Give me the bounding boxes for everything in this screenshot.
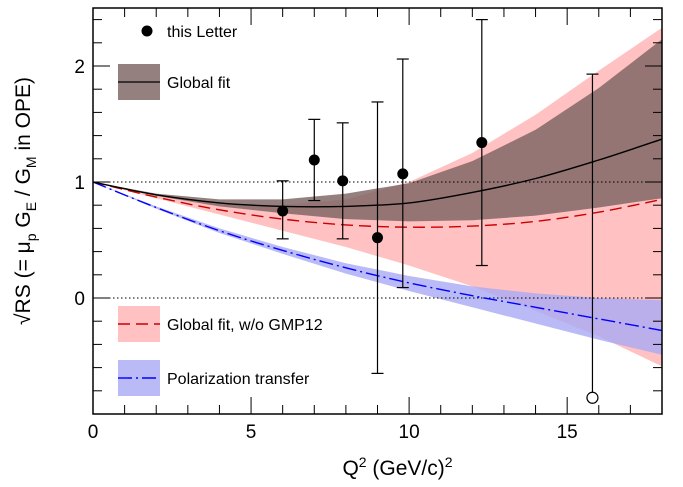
legend-label: this Letter xyxy=(167,24,238,41)
band-polarization-transfer xyxy=(93,182,662,355)
legend: this Letter Global fit Global fit, w/o GMP… xyxy=(118,24,323,396)
data-point-6 xyxy=(475,19,488,267)
legend-label: Global fit xyxy=(167,75,231,92)
x-tick-label: 10 xyxy=(399,422,420,443)
data-point-3 xyxy=(336,122,349,240)
band-global-fit xyxy=(93,39,662,222)
legend-marker xyxy=(141,25,153,37)
data-point-1 xyxy=(276,180,289,240)
tick-labels: 0 5 10 15 0 1 2 xyxy=(74,57,577,443)
x-axis-title: Q2 (GeV/c)2 xyxy=(342,454,452,480)
x-tick-label: 5 xyxy=(246,422,257,443)
data-points xyxy=(276,19,599,404)
y-tick-label: 2 xyxy=(74,57,85,78)
point-marker xyxy=(476,137,488,149)
point-marker xyxy=(397,168,409,180)
y-tick-label: 1 xyxy=(74,173,85,194)
curve-global-fit-wo-gmp12 xyxy=(93,181,662,228)
point-marker xyxy=(277,205,289,217)
curve-global-fit xyxy=(93,138,662,208)
point-marker xyxy=(308,154,320,166)
data-point-5 xyxy=(396,58,409,289)
legend-label: Polarization transfer xyxy=(167,371,310,388)
legend-entry-global-fit-wo-gmp12: Global fit, w/o GMP12 xyxy=(118,306,323,342)
legend-entry-polarization-transfer: Polarization transfer xyxy=(118,360,310,396)
legend-entry-this-letter: this Letter xyxy=(141,24,238,41)
data-point-2 xyxy=(308,118,321,202)
data-point-7 xyxy=(586,73,599,404)
axis-ticks xyxy=(92,8,663,415)
x-tick-label: 0 xyxy=(88,422,99,443)
x-tick-label: 15 xyxy=(557,422,578,443)
point-marker xyxy=(372,232,383,244)
point-marker xyxy=(337,175,349,187)
point-marker-open xyxy=(586,391,599,404)
y-tick-label: 0 xyxy=(74,289,85,310)
data-point-4 xyxy=(371,101,384,374)
legend-entry-global-fit: Global fit xyxy=(118,64,231,100)
legend-label: Global fit, w/o GMP12 xyxy=(167,317,323,334)
y-axis-title: √RS (= μp GE / GM in OPE) xyxy=(12,77,39,325)
